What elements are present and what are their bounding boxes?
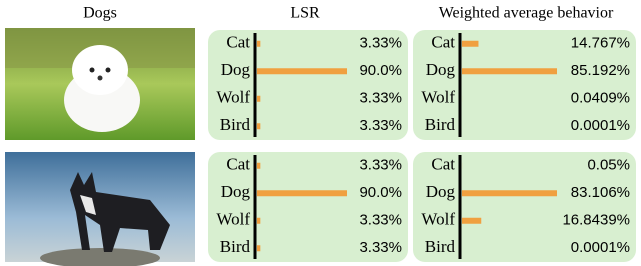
column-header: Weighted average behavior [439, 5, 614, 22]
value-label: 0.0001% [571, 239, 630, 256]
value-label: 16.8439% [562, 212, 630, 229]
value-label: 90.0% [359, 184, 402, 201]
photo-white-dog [5, 28, 195, 140]
category-label: Dog [221, 182, 251, 201]
category-label: Bird [425, 115, 456, 134]
bar [257, 123, 260, 129]
category-label: Bird [220, 115, 251, 134]
bar [257, 218, 260, 224]
value-label: 14.767% [571, 35, 630, 52]
category-label: Cat [226, 155, 250, 174]
value-label: 3.33% [359, 117, 402, 134]
bar [257, 68, 347, 74]
figure: Dogs LSR Weighted average behavior Cat 3.… [0, 0, 641, 266]
category-label: Cat [431, 33, 455, 52]
bar [257, 41, 260, 47]
value-label: 3.33% [359, 239, 402, 256]
category-label: Cat [431, 155, 455, 174]
category-label: Cat [226, 33, 250, 52]
value-label: 3.33% [359, 157, 402, 174]
category-label: Dog [426, 60, 456, 79]
value-label: 3.33% [359, 35, 402, 52]
column-header: Dogs [83, 5, 117, 22]
category-label: Wolf [421, 88, 455, 107]
bar [462, 190, 557, 196]
value-label: 83.106% [571, 184, 630, 201]
bar [257, 163, 260, 169]
value-label: 0.0409% [571, 90, 630, 107]
bar [462, 218, 481, 224]
bar [257, 96, 260, 102]
bar [462, 41, 478, 47]
category-label: Wolf [421, 210, 455, 229]
value-label: 90.0% [359, 62, 402, 79]
photo-husky [5, 152, 195, 266]
column-header: LSR [290, 5, 320, 22]
category-label: Bird [220, 237, 251, 256]
category-label: Dog [221, 60, 251, 79]
value-label: 0.0001% [571, 117, 630, 134]
value-label: 3.33% [359, 212, 402, 229]
bar [257, 190, 347, 196]
bar [257, 245, 260, 251]
category-label: Dog [426, 182, 456, 201]
bar [462, 68, 557, 74]
category-label: Wolf [216, 210, 250, 229]
category-label: Wolf [216, 88, 250, 107]
category-label: Bird [425, 237, 456, 256]
value-label: 3.33% [359, 90, 402, 107]
value-label: 0.05% [587, 157, 630, 174]
value-label: 85.192% [571, 62, 630, 79]
